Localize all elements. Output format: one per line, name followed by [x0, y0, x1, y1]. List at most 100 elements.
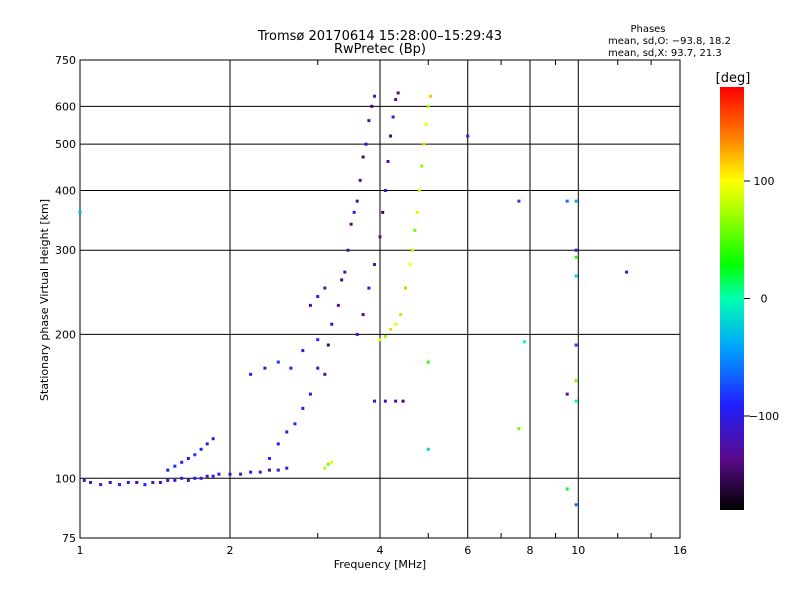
phase-info-x-mode: mean, sd,X: 93.7, 21.3: [608, 48, 722, 59]
data-point: [89, 480, 93, 484]
data-point: [415, 210, 419, 214]
data-point: [349, 222, 353, 226]
data-point: [205, 442, 209, 446]
data-point: [565, 487, 569, 491]
data-point: [285, 466, 289, 470]
data-point: [352, 210, 356, 214]
data-point: [565, 392, 569, 396]
x-tick-label: 2: [227, 544, 234, 557]
data-point: [166, 478, 170, 482]
data-point: [358, 178, 362, 182]
data-point: [343, 270, 347, 274]
data-point: [420, 164, 424, 168]
y-tick-label: 400: [55, 184, 76, 197]
y-tick-label: 100: [55, 472, 76, 485]
data-point: [574, 199, 578, 203]
data-point: [383, 188, 387, 192]
data-point: [364, 142, 368, 146]
x-axis-ticks: 1 2 4 6 8 10 16: [77, 544, 688, 557]
y-tick-label: 750: [55, 54, 76, 67]
y-axis-label: Stationary phase Virtual Height [km]: [38, 199, 51, 401]
data-point: [301, 406, 305, 410]
data-point: [308, 303, 312, 307]
data-point: [517, 427, 521, 431]
data-point: [346, 248, 350, 252]
data-point: [373, 263, 377, 267]
data-point: [180, 460, 184, 464]
data-point: [426, 447, 430, 451]
data-point: [523, 340, 527, 344]
colorbar: [deg] 100 0 −100: [716, 71, 779, 510]
y-axis-ticks: 75 100 200 300 400 500 600 750: [55, 54, 76, 545]
data-point: [574, 399, 578, 403]
data-point: [574, 255, 578, 259]
data-point: [211, 437, 215, 441]
data-point: [239, 472, 243, 476]
data-point: [330, 460, 334, 464]
data-point: [249, 372, 253, 376]
chart-subtitle: RwPretec (Bp): [334, 42, 426, 57]
data-point: [323, 372, 327, 376]
data-point: [186, 456, 190, 460]
data-point: [135, 480, 139, 484]
data-point: [394, 322, 398, 326]
data-point: [517, 199, 521, 203]
data-point: [370, 104, 374, 108]
data-points: [78, 91, 629, 507]
data-point: [386, 159, 390, 163]
data-point: [180, 476, 184, 480]
data-point: [399, 313, 403, 317]
data-point: [173, 464, 177, 468]
data-point: [308, 392, 312, 396]
data-point: [186, 478, 190, 482]
data-point: [383, 399, 387, 403]
chart-title: Tromsø 20170614 15:28:00–15:29:43: [257, 29, 502, 44]
data-point: [361, 155, 365, 159]
colorbar-gradient: [720, 87, 744, 510]
data-point: [301, 349, 305, 353]
data-point: [193, 476, 197, 480]
data-point: [117, 483, 121, 487]
data-point: [426, 104, 430, 108]
y-tick-label: 500: [55, 138, 76, 151]
x-tick-label: 16: [673, 544, 687, 557]
data-point: [413, 228, 417, 232]
data-point: [276, 468, 280, 472]
data-point: [426, 360, 430, 364]
data-point: [126, 480, 130, 484]
data-point: [258, 470, 262, 474]
data-point: [108, 480, 112, 484]
data-point: [158, 480, 162, 484]
y-tick-label: 600: [55, 100, 76, 113]
data-point: [173, 478, 177, 482]
data-point: [625, 270, 629, 274]
data-point: [391, 115, 395, 119]
grid: [79, 59, 681, 539]
data-point: [408, 263, 412, 267]
data-point: [263, 366, 267, 370]
data-point: [422, 142, 426, 146]
data-point: [340, 278, 344, 282]
colorbar-ticks: 100 0 −100: [744, 175, 779, 423]
data-point: [378, 235, 382, 239]
data-point: [389, 327, 393, 331]
x-tick-label: 1: [77, 544, 84, 557]
data-point: [289, 366, 293, 370]
phase-info-heading: Phases: [630, 24, 665, 35]
data-point: [326, 462, 330, 466]
data-point: [355, 332, 359, 336]
data-point: [401, 399, 405, 403]
data-point: [316, 338, 320, 342]
x-tick-label: 6: [464, 544, 471, 557]
phase-info-o-mode: mean, sd,O: −93.8, 18.2: [608, 36, 731, 47]
colorbar-tick-label: 100: [754, 175, 775, 188]
data-point: [143, 483, 147, 487]
data-point: [228, 472, 232, 476]
data-point: [249, 470, 253, 474]
phase-info: Phases mean, sd,O: −93.8, 18.2 mean, sd,…: [608, 24, 731, 59]
data-point: [193, 453, 197, 457]
data-point: [217, 472, 221, 476]
data-point: [82, 478, 86, 482]
y-tick-label: 200: [55, 328, 76, 341]
